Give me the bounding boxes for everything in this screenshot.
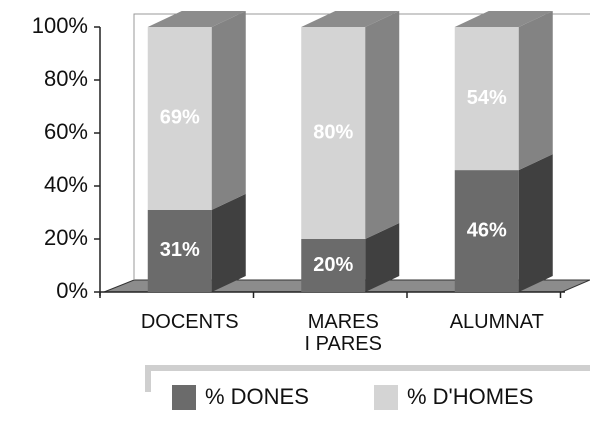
y-tick-label: 40% — [44, 172, 88, 197]
bar-side — [365, 223, 400, 292]
x-tick-label: DOCENTS — [140, 311, 239, 333]
data-label: 69% — [160, 107, 200, 129]
legend-label: % DONES — [205, 384, 309, 409]
legend-swatch — [172, 385, 196, 410]
x-tick-label: MARES I PARES — [304, 311, 382, 355]
data-label: 31% — [160, 239, 200, 261]
back-wall — [133, 13, 590, 280]
bar-top — [301, 11, 400, 27]
data-label: 80% — [313, 121, 353, 143]
bar-side — [518, 154, 553, 292]
bar-segment — [301, 27, 366, 239]
y-tick-label: 0% — [56, 278, 88, 303]
bar-side — [211, 193, 246, 292]
legend-frame — [145, 365, 590, 392]
bar-side — [211, 11, 246, 210]
data-label: 20% — [313, 254, 353, 276]
y-tick-label: 60% — [44, 119, 88, 144]
bar-segment — [147, 209, 212, 292]
bar-top — [454, 11, 553, 27]
y-tick-label: 80% — [44, 66, 88, 91]
bar-segment — [454, 27, 519, 171]
bar-side — [518, 11, 553, 171]
bar-segment — [301, 239, 366, 292]
bar-segment — [147, 27, 212, 210]
y-tick-label: 100% — [32, 13, 88, 38]
bar-segment — [454, 170, 519, 292]
y-tick-label: 20% — [44, 225, 88, 250]
x-tick-label: ALUMNAT — [449, 311, 544, 333]
legend-swatch — [374, 385, 398, 410]
bar-top — [147, 11, 246, 27]
legend-label: % D'HOMES — [407, 384, 533, 409]
bar-side — [365, 11, 400, 239]
data-label: 46% — [467, 219, 507, 241]
data-label: 54% — [467, 87, 507, 109]
